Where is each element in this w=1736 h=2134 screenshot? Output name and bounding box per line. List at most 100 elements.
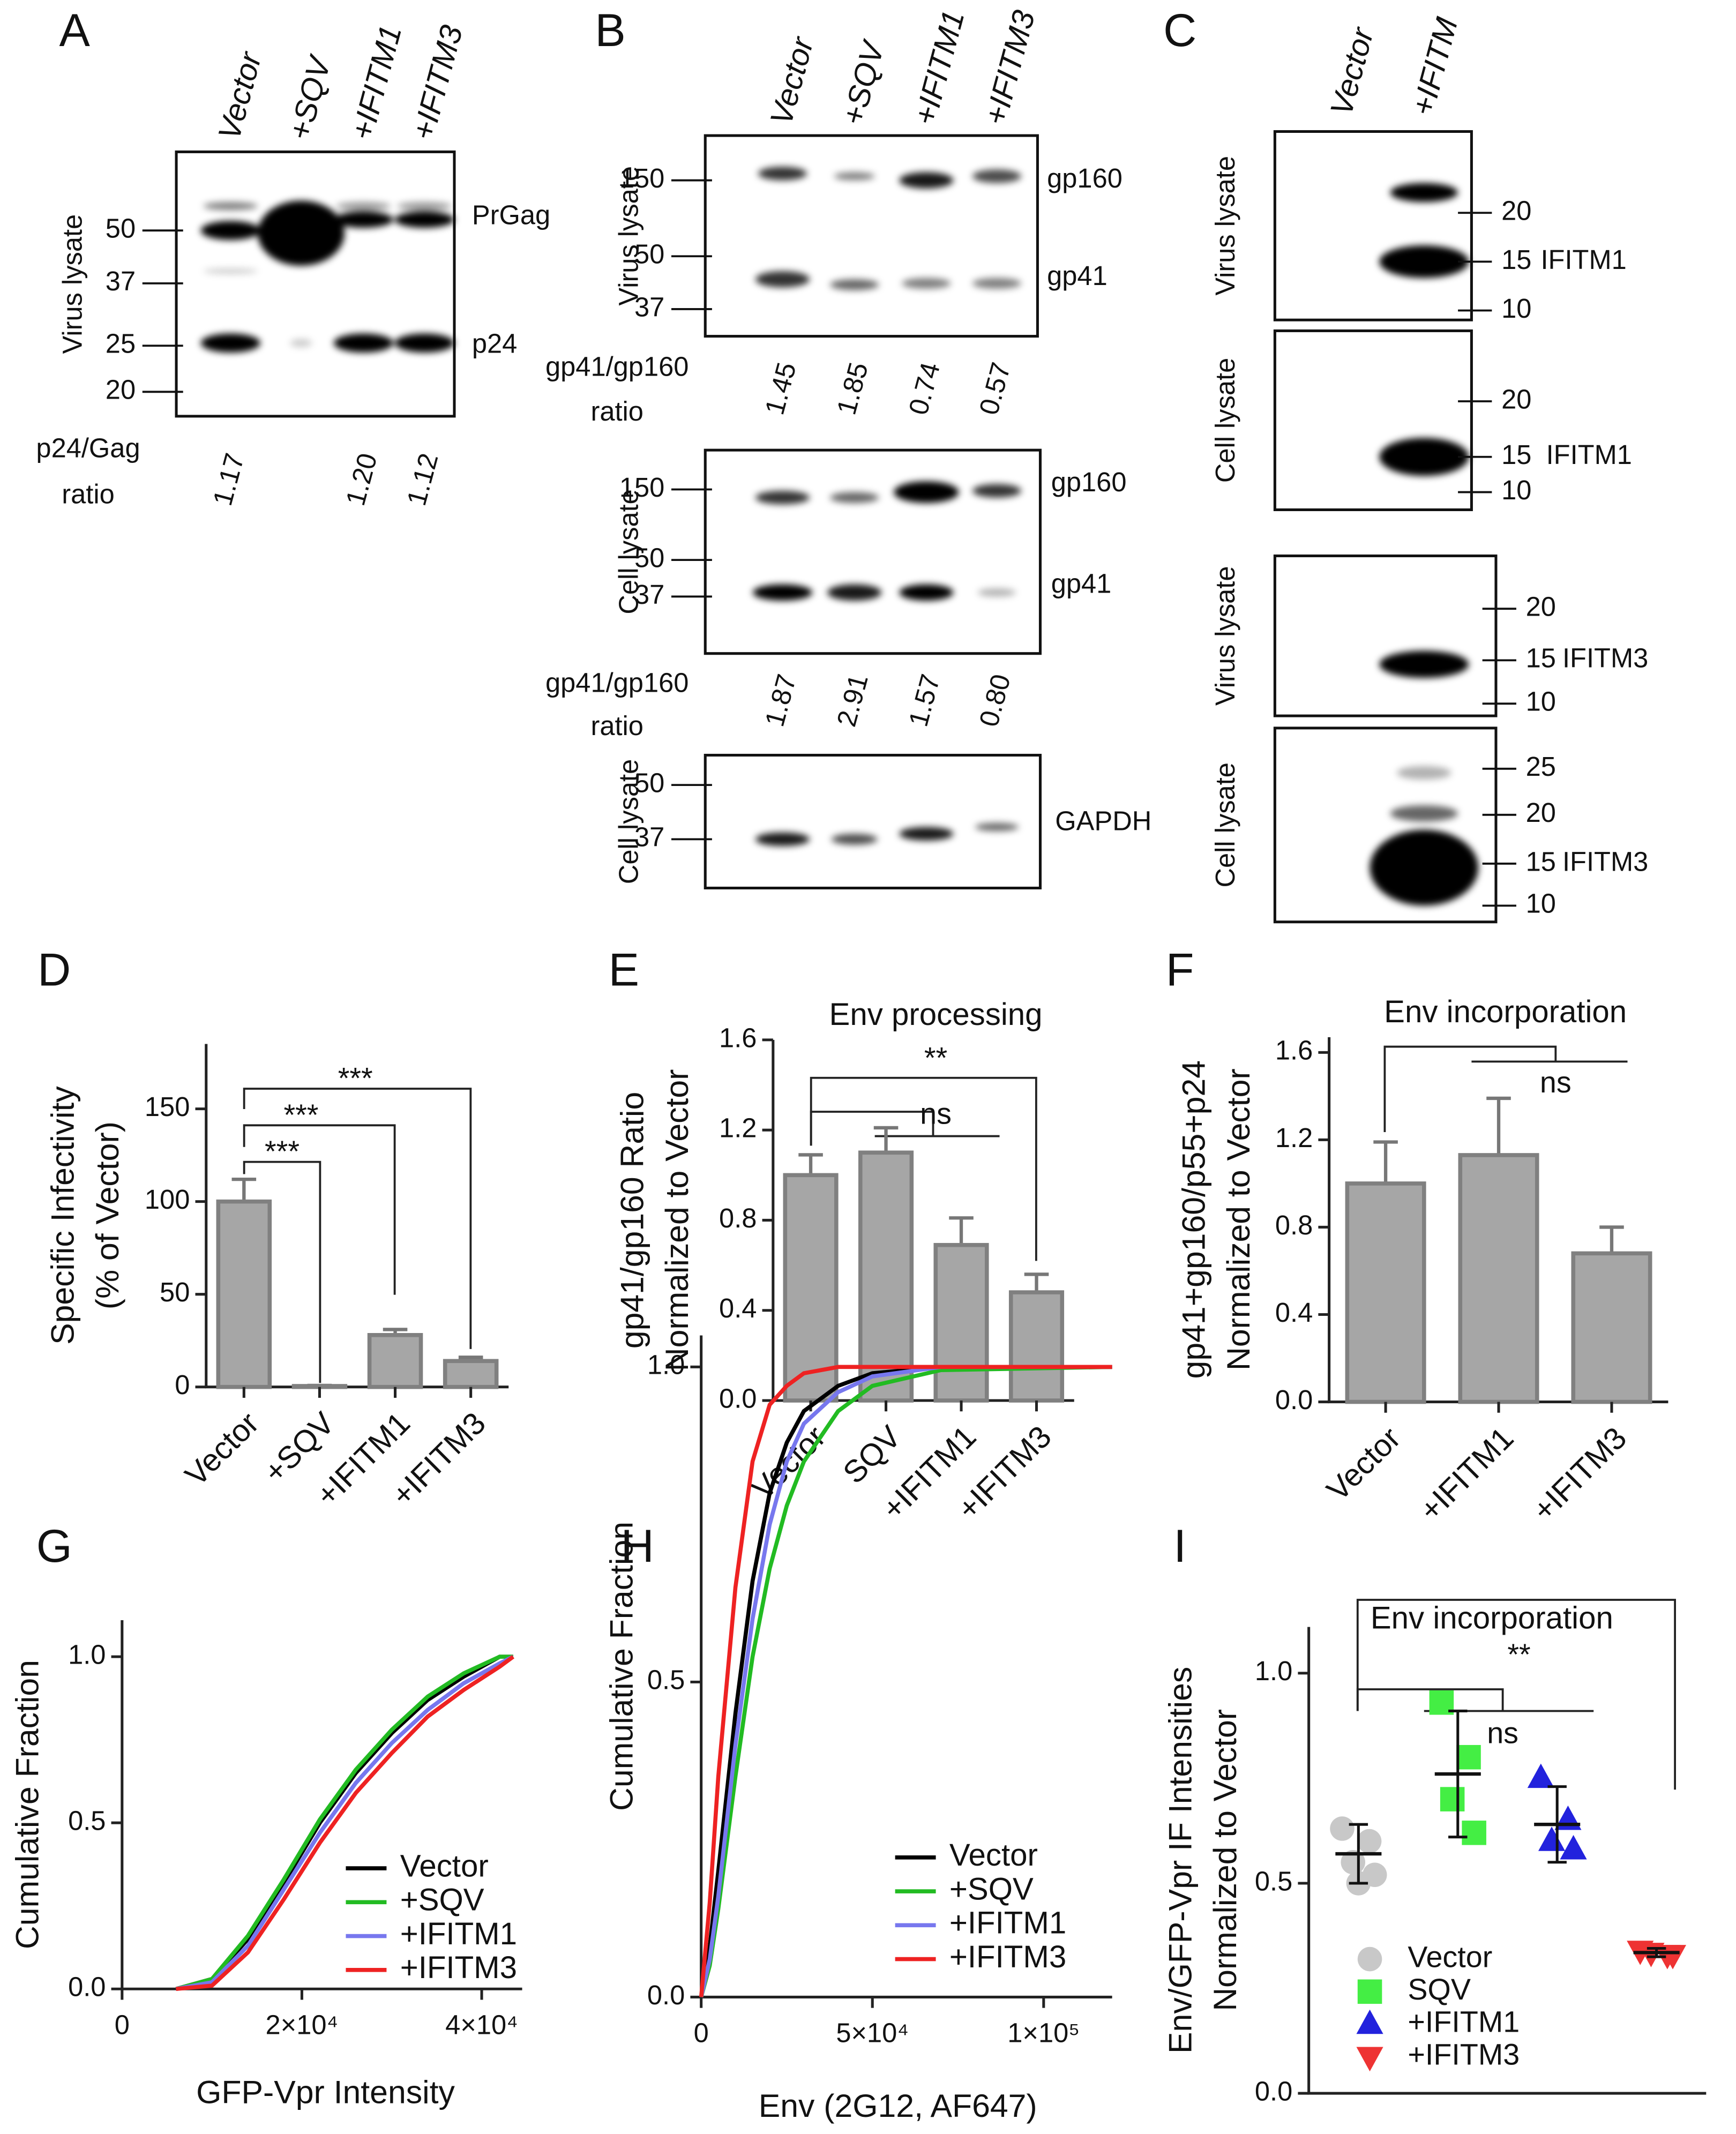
error-bar [798,1153,823,1175]
axes [700,1335,1112,1998]
legend-swatch [1357,1946,1382,1972]
marker-label: 150 [619,163,664,193]
y-tick-label: 0 [175,1369,190,1400]
blot-bands [1379,438,1469,476]
ratio-label: gp41/gp160 [545,667,689,698]
y-tick-label: 0.0 [719,1383,757,1413]
point [1456,1744,1481,1770]
band [894,481,959,503]
lane-label: +SQV [282,51,339,144]
ratio-value: 2.91 [830,671,874,730]
band-label: PrGag [472,199,550,230]
y-tick-label: 0.8 [1275,1210,1313,1240]
bar [1458,1153,1539,1404]
legend-label: Vector [949,1838,1038,1873]
band [899,827,954,841]
side-label: Virus lysate [1210,566,1240,706]
band [336,202,391,211]
annotation: ns [1487,1717,1518,1750]
y-axis-label: Specific Infectivity [44,1086,81,1345]
blot-frame [704,753,1042,890]
band [978,588,1016,597]
marker-label: 15 [1526,846,1556,877]
marker-label: 10 [1526,686,1556,717]
lane-label: +IFITM3 [978,7,1042,129]
band [1390,183,1458,203]
blot-bands [1379,650,1469,678]
marker-label: 50 [634,768,664,798]
marker-label: 15 [1501,244,1531,275]
band [1379,438,1469,476]
band [1379,245,1469,278]
error-bar [1373,1140,1398,1184]
bar [1345,1181,1426,1404]
panel-letter: D [38,945,71,996]
marker-label: 37 [106,266,136,296]
blot-frame [704,134,1039,338]
x-tick-label: Vector [745,1419,833,1507]
marker-label: 15 [1526,643,1556,673]
blot-frame [175,150,456,418]
band [1397,766,1451,780]
x-axis-label: Env (2G12, AF647) [759,2087,1037,2124]
bar [783,1173,839,1403]
band [755,491,810,505]
legend-label: Vector [400,1848,489,1883]
lane-label: +IFITM1 [907,7,971,129]
blot-bands [755,167,1022,290]
band [830,492,879,503]
cdf-line [699,1365,1112,1997]
chart-title: Env processing [829,997,1043,1032]
error-bar [1486,1096,1511,1155]
ratio-value: 1.87 [759,671,802,730]
band [831,834,878,845]
legend-swatch [1357,1979,1382,2004]
side-label: Cell lysate [1210,358,1240,483]
error-bar [1024,1272,1049,1293]
ratio-label: ratio [62,479,114,510]
blot-bands [1370,766,1479,906]
significance-bracket [243,1160,321,1383]
legend-label: +SQV [949,1871,1034,1906]
chart-title: Env incorporation [1384,994,1627,1029]
band-label: IFITM3 [1562,643,1648,673]
band [899,172,954,189]
band [257,200,345,266]
y-tick-label: 0.5 [1255,1866,1292,1896]
y-tick-label: 1.6 [1275,1035,1313,1066]
side-label: Virus lysate [57,214,88,354]
x-tick-label: Vector [1320,1420,1408,1508]
band [834,172,875,181]
y-tick-label: 1.2 [1275,1122,1313,1153]
y-axis-label: Cumulative Fraction [9,1660,46,1949]
legend-label: +IFITM1 [1408,2005,1520,2039]
y-axis-label: Normalized to Vector [1207,1709,1243,2011]
y-tick-label: 1.0 [68,1639,106,1670]
ratio-value: 0.74 [903,359,946,418]
band-label: gp41 [1051,568,1112,599]
legend-label: +IFITM3 [1408,2038,1520,2071]
y-tick-label: 1.0 [1255,1656,1292,1686]
significance-bracket [243,1088,472,1349]
y-tick-label: 1.0 [647,1350,685,1380]
ratio-value: 1.17 [207,450,250,509]
error-bar [949,1216,974,1245]
x-tick-label: 1×10⁵ [1007,2018,1080,2048]
error-bar [231,1177,257,1202]
bar [443,1359,499,1389]
legend-label: +IFITM1 [949,1906,1066,1941]
band [827,584,882,601]
band [975,823,1019,832]
marker-label: 20 [1501,384,1531,414]
blot-frame [1273,554,1498,717]
panel-letter: H [621,1521,654,1572]
marker-label: 15 [1501,439,1531,470]
bar [291,1384,348,1389]
lane-label: +SQV [835,36,892,129]
point [1527,1763,1554,1788]
band [203,202,258,211]
significance-bracket [243,1124,396,1295]
lane-label: Vector [212,47,268,144]
point [1357,1829,1382,1854]
ratio-value: 1.12 [401,450,444,509]
